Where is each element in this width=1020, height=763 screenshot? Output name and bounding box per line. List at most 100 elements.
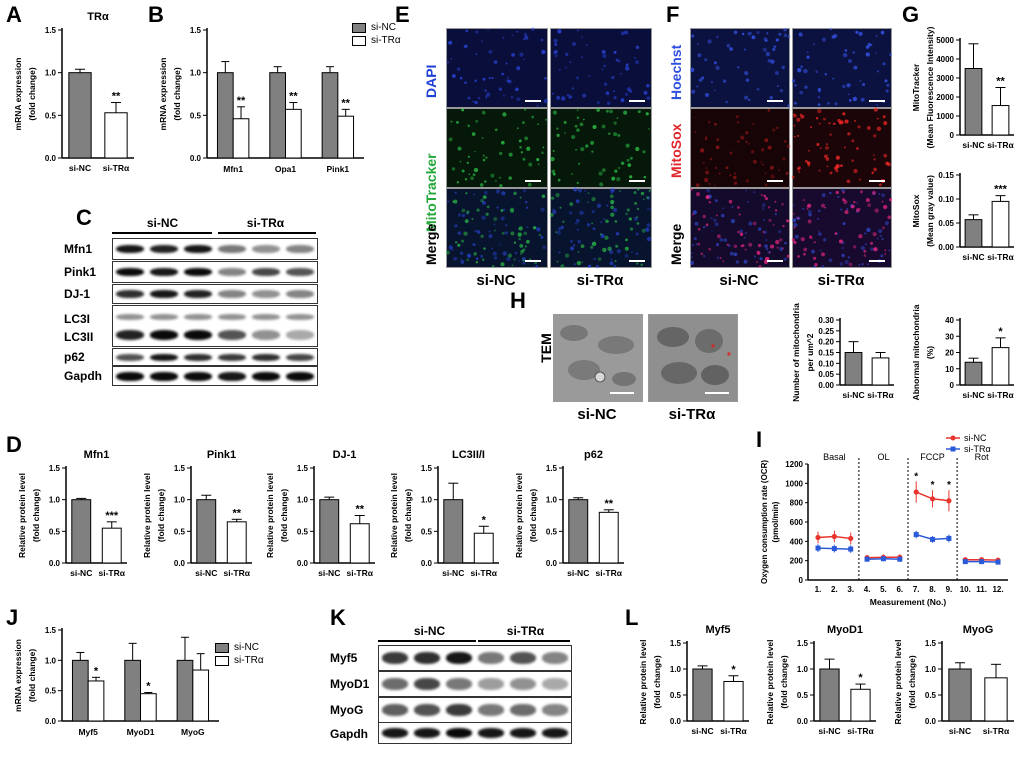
signal-dot: [576, 128, 580, 132]
blot-k-label-myog: MyoG: [330, 703, 364, 717]
signal-dot: [782, 224, 785, 228]
signal-dot: [499, 28, 501, 30]
signal-dot: [474, 79, 478, 83]
signal-dot: [591, 197, 596, 202]
signal-dot: [873, 107, 878, 112]
signal-dot: [601, 50, 606, 54]
x-tick-label: si-NC: [842, 390, 864, 400]
signal-dot: [596, 108, 600, 112]
y-axis-label-line: Abnormal mitochondria: [911, 304, 921, 400]
blot-band: [478, 728, 504, 738]
signal-dot: [556, 230, 561, 235]
y-axis-label-line: Relative protein level: [389, 473, 399, 558]
legend-label: si-TRα: [964, 444, 991, 454]
signal-dot: [486, 92, 491, 97]
signal-dot: [463, 44, 468, 49]
signal-dot: [867, 42, 872, 47]
signal-dot: [498, 243, 501, 246]
chart-title: Myf5: [705, 624, 730, 636]
signal-dot: [496, 206, 499, 209]
y-axis-label-line: (fold change): [156, 489, 166, 543]
signal-dot: [745, 189, 748, 192]
micrograph-signal: [550, 108, 650, 187]
blot-k-label-gapdh: Gapdh: [330, 727, 368, 741]
signal-dot: [516, 66, 521, 71]
blot-band: [414, 652, 440, 664]
signal-dot: [625, 212, 628, 216]
micrograph-signal: [549, 187, 652, 269]
x-tick-label: si-NC: [949, 726, 971, 736]
micrograph-signal: [694, 108, 791, 188]
signal-dot: [786, 219, 790, 223]
signal-dot: [620, 31, 625, 36]
signal-dot: [813, 240, 817, 244]
blot-c-group-line-si-nc: [112, 232, 212, 234]
signal-dot: [733, 181, 738, 185]
signal-dot: [459, 76, 463, 80]
signal-dot: [762, 207, 765, 211]
signal-dot: [826, 165, 829, 168]
panel-f-col-si-nc: si-NC: [719, 272, 759, 289]
signal-dot: [856, 208, 860, 213]
signal-dot: [691, 256, 694, 259]
signal-dot: [637, 110, 641, 114]
signal-dot: [466, 212, 469, 215]
signal-dot: [500, 262, 505, 267]
bar: [991, 200, 1010, 248]
signal-dot: [524, 136, 529, 141]
blot-band: [150, 314, 178, 320]
signal-dot: [791, 79, 796, 83]
signal-dot: [823, 154, 828, 158]
signal-dot: [485, 156, 488, 159]
signal-dot: [523, 32, 528, 36]
signal-dot: [591, 150, 594, 153]
blot-band: [286, 268, 314, 276]
signal-dot: [748, 142, 751, 145]
y-tick-label: 0.0: [190, 154, 202, 163]
signal-dot: [586, 223, 591, 227]
signal-dot: [475, 52, 478, 56]
signal-dot: [582, 118, 585, 121]
signal-dot: [737, 206, 740, 209]
panel-e-col-si-nc: si-NC: [476, 272, 516, 289]
signal-dot: [624, 246, 629, 251]
signal-dot: [800, 114, 805, 119]
signal-dot: [815, 70, 819, 74]
signal-dot: [732, 175, 737, 180]
signal-dot: [646, 96, 651, 101]
signal-dot: [815, 117, 819, 120]
signal-dot: [846, 83, 851, 88]
signal-dot: [752, 221, 757, 226]
signal-dot: [853, 168, 858, 174]
signal-dot: [510, 95, 514, 99]
panel-letter-e: E: [395, 2, 410, 27]
signal-dot: [722, 79, 727, 83]
signal-dot: [485, 95, 488, 98]
y-axis-label: Relative protein level (fold change): [638, 639, 662, 724]
signal-dot: [465, 29, 469, 33]
signal-dot: [575, 148, 577, 151]
signal-dot: [839, 262, 844, 266]
signal-dot: [719, 257, 722, 260]
y-axis-label-line: MitoTracker: [911, 63, 921, 111]
signal-dot: [767, 108, 771, 112]
signal-dot: [873, 154, 875, 157]
signal-dot: [629, 156, 633, 160]
signal-dot: [513, 241, 517, 244]
signal-dot: [852, 96, 858, 102]
signal-dot: [690, 67, 695, 73]
signal-dot: [747, 31, 752, 36]
bar: [285, 108, 302, 159]
signal-dot: [794, 234, 799, 239]
signal-dot: [624, 92, 629, 96]
signal-dot: [691, 243, 695, 247]
chart-g-mitosox: 0.00 0.05 0.10 0.15 MitoSox (Mean gray value)…: [911, 171, 1015, 262]
signal-dot: [481, 137, 484, 139]
signal-dot: [522, 261, 526, 265]
signal-dot: [475, 257, 479, 260]
signal-dot: [782, 247, 784, 250]
signal-dot: [605, 109, 609, 113]
signal-dot: [629, 175, 633, 179]
phase-label: OL: [877, 452, 889, 462]
blot-band: [510, 704, 536, 716]
